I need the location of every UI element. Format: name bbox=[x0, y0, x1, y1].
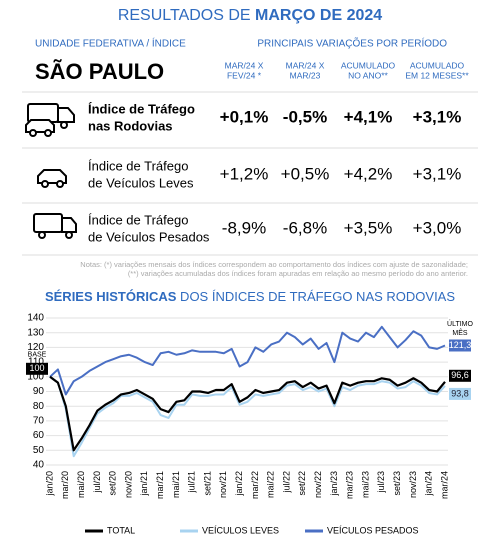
y-tick-label: 80 bbox=[33, 401, 45, 412]
legend-label: TOTAL bbox=[107, 525, 135, 535]
row-value: +3,1% bbox=[413, 107, 462, 126]
title: RESULTADOS DE MARÇO DE 2024 bbox=[118, 7, 382, 24]
column-heading: ACUMULADO bbox=[410, 60, 465, 70]
x-tick-label: nov/23 bbox=[408, 471, 418, 498]
row-label: de Veículos Pesados bbox=[88, 229, 210, 244]
chart-title-highlight: SÉRIES HISTÓRICAS bbox=[45, 289, 177, 304]
value-label: 121,3 bbox=[449, 340, 472, 350]
x-tick-label: mar/21 bbox=[155, 471, 165, 499]
column-heading: FEV/24 * bbox=[227, 70, 262, 80]
value-label-box bbox=[449, 387, 471, 400]
icons bbox=[25, 103, 77, 239]
column-heading: MAR/24 X bbox=[225, 60, 264, 70]
y-tick-label: 100 bbox=[27, 371, 44, 382]
title-highlight: MARÇO DE 2024 bbox=[255, 7, 382, 24]
x-tick-label: jul/20 bbox=[92, 471, 102, 494]
row-label: Índice de Tráfego bbox=[88, 158, 188, 173]
car-icon-2 bbox=[37, 169, 67, 184]
x-tick-label: mai/21 bbox=[171, 471, 181, 498]
y-tick-label: 70 bbox=[33, 416, 45, 427]
x-tick-label: set/20 bbox=[108, 471, 118, 496]
column-heading: NO ANO** bbox=[348, 70, 388, 80]
column-heading: ACUMULADO bbox=[341, 60, 396, 70]
x-tick-label: nov/22 bbox=[313, 471, 323, 498]
truck-icon-2 bbox=[33, 213, 63, 233]
row-value: +0,1% bbox=[220, 107, 269, 126]
x-tick-label: mar/23 bbox=[345, 471, 355, 499]
column-heading: EM 12 MESES** bbox=[405, 70, 469, 80]
note: (**) variações acumuladas dos índices fo… bbox=[128, 269, 468, 278]
value-label-box bbox=[449, 369, 471, 382]
title-prefix: RESULTADOS DE bbox=[118, 7, 255, 24]
value-label: 96,6 bbox=[451, 370, 469, 380]
left-heading: UNIDADE FEDERATIVA / ÍNDICE bbox=[35, 37, 186, 50]
row-value: -8,9% bbox=[222, 218, 266, 237]
row-value: +1,2% bbox=[220, 164, 269, 183]
y-tick-label: 130 bbox=[27, 327, 44, 338]
legend-label: VEÍCULOS LEVES bbox=[202, 525, 279, 535]
column-heading: MAR/24 X bbox=[286, 60, 325, 70]
value-label: 100 bbox=[29, 363, 44, 373]
row-label: Índice de Tráfego bbox=[88, 212, 188, 227]
last-month-label: MÊS bbox=[452, 328, 468, 337]
y-tick-label: 110 bbox=[28, 357, 44, 368]
y-tick-label: 40 bbox=[33, 460, 45, 471]
x-tick-label: mai/22 bbox=[266, 471, 276, 498]
row-value: +3,1% bbox=[413, 164, 462, 183]
x-tick-label: mar/24 bbox=[439, 471, 449, 499]
series-line bbox=[49, 375, 446, 458]
row-value: +4,2% bbox=[344, 164, 393, 183]
state: SÃO PAULO bbox=[35, 59, 164, 84]
right-heading: PRINCIPAIS VARIAÇÕES POR PERÍODO bbox=[257, 37, 447, 50]
x-tick-label: set/22 bbox=[297, 471, 307, 496]
y-tick-label: 90 bbox=[33, 386, 45, 397]
x-tick-label: jul/22 bbox=[281, 471, 291, 494]
note: Notas: (*) variações mensais dos índices… bbox=[80, 260, 468, 269]
series-line bbox=[49, 375, 446, 452]
value-label-box bbox=[449, 339, 471, 352]
row-value: +3,5% bbox=[344, 218, 393, 237]
x-tick-label: jan/21 bbox=[139, 471, 149, 497]
row-label: Índice de Tráfego bbox=[88, 101, 195, 116]
x-tick-label: mar/22 bbox=[250, 471, 260, 499]
x-tick-label: set/21 bbox=[202, 471, 212, 496]
y-tick-label: 140 bbox=[27, 313, 44, 324]
x-tick-label: jan/24 bbox=[424, 471, 434, 497]
x-tick-label: nov/21 bbox=[218, 471, 228, 498]
x-tick-label: nov/20 bbox=[123, 471, 133, 498]
x-tick-label: jul/21 bbox=[187, 471, 197, 494]
row-value: -6,8% bbox=[283, 218, 327, 237]
row-value: +3,0% bbox=[413, 218, 462, 237]
row-value: +0,5% bbox=[281, 164, 330, 183]
chart-title: SÉRIES HISTÓRICAS DOS ÍNDICES DE TRÁFEGO… bbox=[45, 289, 455, 304]
row-label: nas Rodovias bbox=[88, 118, 173, 133]
chart-title-rest: DOS ÍNDICES DE TRÁFEGO NAS RODOVIAS bbox=[176, 289, 455, 304]
x-tick-label: set/23 bbox=[392, 471, 402, 496]
x-tick-label: jul/23 bbox=[376, 471, 386, 494]
x-tick-label: mai/23 bbox=[360, 471, 370, 498]
value-label-box bbox=[26, 362, 48, 375]
x-tick-label: jan/23 bbox=[329, 471, 339, 497]
y-tick-label: 120 bbox=[27, 342, 44, 353]
y-tick-label: 50 bbox=[33, 445, 45, 456]
y-tick-label: 60 bbox=[33, 430, 45, 441]
legend-label: VEÍCULOS PESADOS bbox=[327, 525, 419, 535]
row-value: +4,1% bbox=[344, 107, 393, 126]
series-line bbox=[49, 325, 446, 396]
x-tick-label: jan/22 bbox=[234, 471, 244, 497]
last-month-label: ÚLTIMO bbox=[447, 319, 473, 328]
column-heading: MAR/23 bbox=[290, 70, 321, 80]
truck-cab bbox=[57, 107, 75, 123]
value-label: 93,8 bbox=[451, 388, 469, 398]
x-tick-label: mar/20 bbox=[60, 471, 70, 499]
base-label: BASE bbox=[28, 352, 47, 359]
x-tick-label: mai/20 bbox=[76, 471, 86, 498]
row-value: -0,5% bbox=[283, 107, 327, 126]
row-label: de Veículos Leves bbox=[88, 175, 194, 190]
x-tick-label: jan/20 bbox=[44, 471, 54, 497]
